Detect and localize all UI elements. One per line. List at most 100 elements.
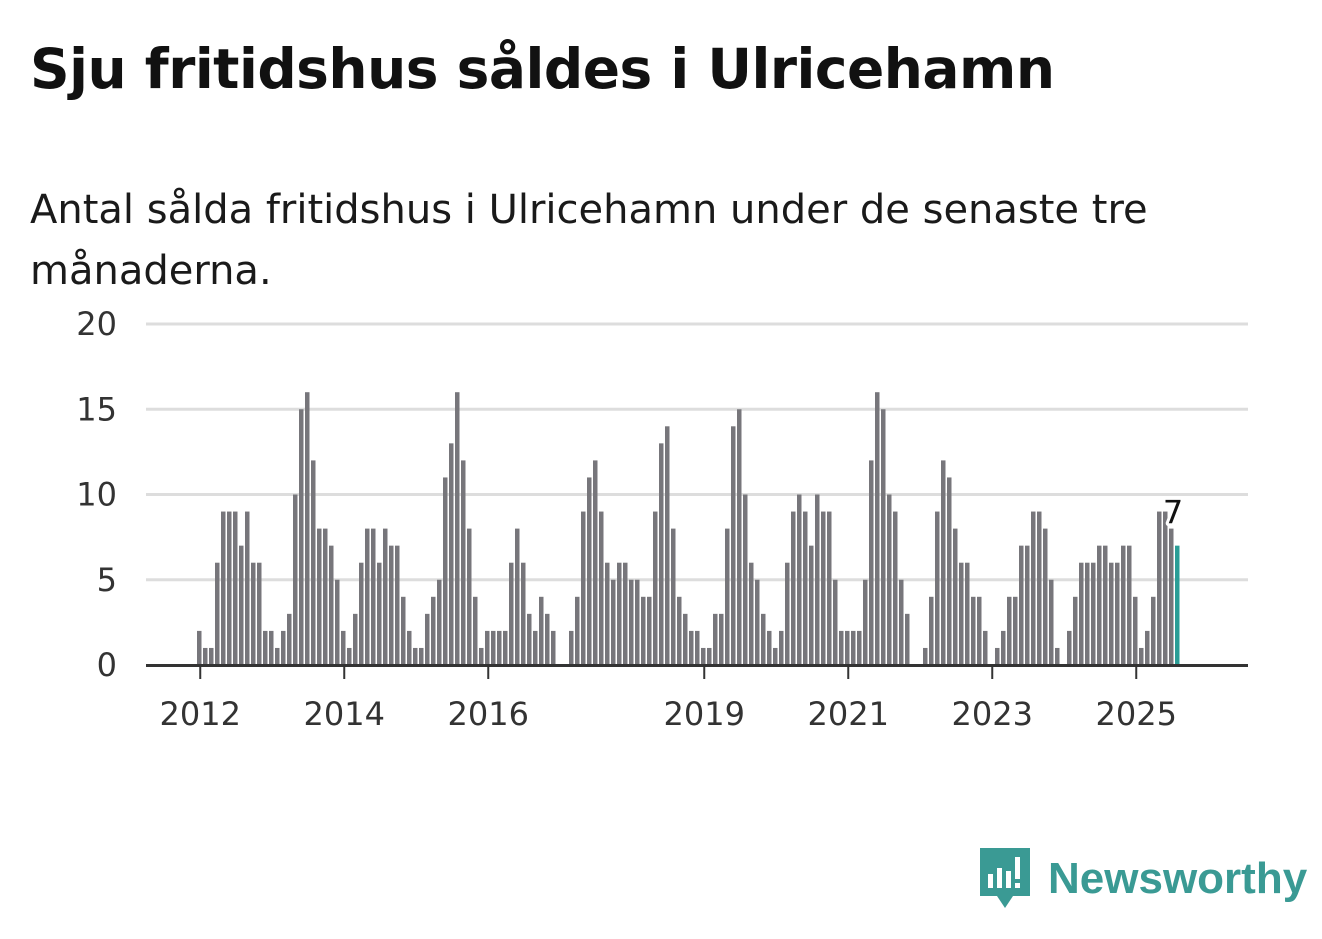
bar xyxy=(1163,511,1168,665)
bar xyxy=(323,528,328,665)
bar xyxy=(383,528,388,665)
bar xyxy=(1091,562,1096,665)
y-tick-label: 15 xyxy=(76,390,117,428)
bar xyxy=(299,409,304,665)
bar xyxy=(1133,596,1138,665)
bar xyxy=(971,596,976,665)
bar xyxy=(425,613,430,665)
x-tick-label: 2021 xyxy=(808,695,889,733)
bar xyxy=(1007,596,1012,665)
bar xyxy=(1121,545,1126,665)
bar xyxy=(905,613,910,665)
bar xyxy=(623,562,628,665)
bar xyxy=(1103,545,1108,665)
bar xyxy=(455,392,460,665)
bar xyxy=(485,630,490,665)
bar xyxy=(983,630,988,665)
y-tick-label: 0 xyxy=(97,646,117,684)
bar xyxy=(377,562,382,665)
x-tick-label: 2025 xyxy=(1096,695,1177,733)
bar xyxy=(785,562,790,665)
bar xyxy=(1049,579,1054,665)
bar xyxy=(1055,647,1060,665)
bar xyxy=(575,596,580,665)
bar xyxy=(275,647,280,665)
bar xyxy=(881,409,886,665)
bar xyxy=(281,630,286,665)
bar xyxy=(833,579,838,665)
bar xyxy=(929,596,934,665)
bar xyxy=(305,392,310,665)
bar xyxy=(629,579,634,665)
bar xyxy=(767,630,772,665)
newsworthy-logo-icon xyxy=(980,848,1030,908)
bar xyxy=(581,511,586,665)
bar xyxy=(995,647,1000,665)
bar xyxy=(419,647,424,665)
bar xyxy=(839,630,844,665)
bar xyxy=(749,562,754,665)
bar xyxy=(791,511,796,665)
brand-logo: Newsworthy xyxy=(980,848,1307,910)
bar xyxy=(287,613,292,665)
bar xyxy=(1031,511,1036,665)
bar xyxy=(869,460,874,665)
bar xyxy=(413,647,418,665)
bar xyxy=(431,596,436,665)
bar xyxy=(545,613,550,665)
bar xyxy=(707,647,712,665)
bar xyxy=(245,511,250,665)
bar xyxy=(1025,545,1030,665)
bar xyxy=(689,630,694,665)
bar xyxy=(461,460,466,665)
bar xyxy=(797,494,802,665)
bar xyxy=(365,528,370,665)
bar xyxy=(725,528,730,665)
highlighted-bar xyxy=(1175,545,1180,665)
bar xyxy=(497,630,502,665)
bar xyxy=(215,562,220,665)
bar xyxy=(1019,545,1024,665)
bar xyxy=(197,630,202,665)
bar xyxy=(1043,528,1048,665)
bar xyxy=(401,596,406,665)
bar xyxy=(647,596,652,665)
bar xyxy=(473,596,478,665)
bar xyxy=(671,528,676,665)
bar xyxy=(1145,630,1150,665)
bar xyxy=(1001,630,1006,665)
bar xyxy=(923,647,928,665)
bar xyxy=(899,579,904,665)
x-axis-ticks: 2012 2014 2016 2019 2021 2023 2025 xyxy=(160,665,1177,733)
y-tick-label: 10 xyxy=(76,476,117,514)
bar xyxy=(1139,647,1144,665)
bar xyxy=(773,647,778,665)
bar xyxy=(809,545,814,665)
bar xyxy=(329,545,334,665)
bar xyxy=(1169,528,1174,665)
brand-name: Newsworthy xyxy=(1048,854,1308,903)
bar xyxy=(887,494,892,665)
bar xyxy=(533,630,538,665)
bar-chart: 0 5 10 15 20 2012 2014 2016 2019 2021 2023 2025 7 xyxy=(76,305,1248,733)
bar xyxy=(677,596,682,665)
bar xyxy=(1109,562,1114,665)
bar xyxy=(815,494,820,665)
bar xyxy=(503,630,508,665)
bar xyxy=(803,511,808,665)
x-tick-label: 2023 xyxy=(952,695,1033,733)
bar xyxy=(863,579,868,665)
chart-title: Sju fritidshus såldes i Ulricehamn xyxy=(30,37,1055,101)
bar xyxy=(935,511,940,665)
bar xyxy=(521,562,526,665)
bar xyxy=(347,647,352,665)
x-tick-label: 2014 xyxy=(304,695,385,733)
bar xyxy=(599,511,604,665)
bar xyxy=(317,528,322,665)
bar xyxy=(437,579,442,665)
y-axis-ticks: 0 5 10 15 20 xyxy=(76,305,117,684)
bar xyxy=(587,477,592,665)
bar xyxy=(719,613,724,665)
bar xyxy=(515,528,520,665)
bar xyxy=(659,443,664,665)
